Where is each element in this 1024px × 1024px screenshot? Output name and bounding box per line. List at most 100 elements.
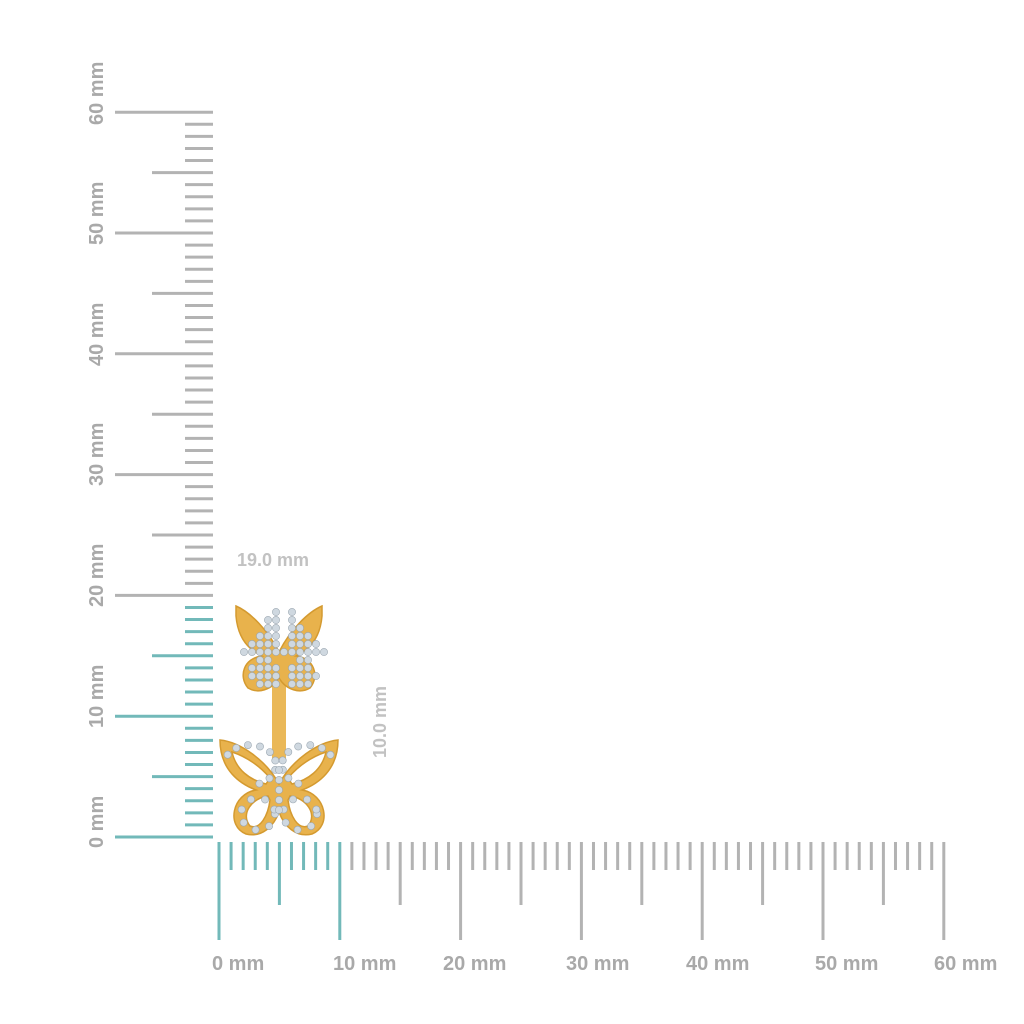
diamond-stone: [296, 632, 304, 640]
diamond-stone: [294, 779, 303, 788]
diamond-stone: [248, 664, 256, 672]
diamond-stone: [288, 672, 296, 680]
width-dimension-label: 10.0 mm: [370, 685, 390, 758]
diamond-stone: [312, 640, 320, 648]
diamond-stone: [304, 672, 312, 680]
diamond-stone: [265, 822, 273, 830]
diamond-stone: [256, 664, 264, 672]
diamond-stone: [284, 774, 293, 782]
vertical-label-0: 0 mm: [86, 795, 108, 848]
diamond-stone: [256, 742, 264, 751]
diamond-stone: [288, 616, 296, 624]
diamond-stone: [296, 624, 304, 632]
diamond-stone: [248, 672, 256, 680]
diamond-stone: [288, 624, 296, 632]
diamond-stone: [306, 741, 315, 749]
vertical-label-20: 20 mm: [86, 543, 108, 607]
diamond-stone: [272, 640, 280, 648]
diamond-stone: [293, 825, 302, 834]
diamond-stone: [275, 786, 283, 794]
diamond-stone: [272, 624, 280, 632]
diamond-stone: [304, 664, 312, 672]
diamond-stone: [304, 640, 312, 648]
horizontal-label-30: 30 mm: [566, 953, 630, 975]
horizontal-label-40: 40 mm: [686, 953, 750, 975]
diamond-stone: [289, 795, 297, 804]
diamond-stone: [232, 744, 241, 752]
diamond-stone: [264, 664, 272, 672]
diamond-stone: [304, 648, 312, 656]
diamond-stone: [271, 756, 280, 765]
diamond-stone: [264, 632, 272, 640]
diamond-stone: [281, 818, 290, 827]
diamond-stone: [272, 608, 280, 616]
diamond-stone: [280, 648, 288, 656]
vertical-label-50: 50 mm: [86, 181, 108, 245]
diamond-stone: [326, 750, 335, 759]
horizontal-label-10: 10 mm: [333, 953, 397, 975]
diamond-stone: [248, 640, 256, 648]
vertical-label-60: 60 mm: [86, 61, 108, 125]
diamond-stone: [272, 648, 280, 656]
diamond-stone: [272, 632, 280, 640]
diamond-stone: [239, 818, 248, 827]
diamond-stone: [240, 648, 248, 656]
diamond-stone: [294, 742, 303, 751]
diamond-stone: [307, 822, 315, 830]
horizontal-label-60: 60 mm: [934, 953, 998, 975]
horizontal-label-0: 0 mm: [212, 953, 265, 975]
vertical-label-10: 10 mm: [86, 664, 108, 728]
diamond-stone: [264, 624, 272, 632]
diamond-stone: [304, 632, 312, 640]
diamond-stone: [296, 664, 304, 672]
height-dimension-label: 19.0 mm: [237, 550, 310, 570]
diamond-stone: [312, 805, 321, 814]
diamond-stone: [256, 632, 264, 640]
diamond-stone: [288, 648, 296, 656]
diamond-stone: [288, 640, 296, 648]
diamond-stone: [288, 632, 296, 640]
diamond-stone: [256, 672, 264, 680]
diamond-stone: [256, 640, 264, 648]
diamond-stone: [264, 616, 272, 624]
diamond-stone: [288, 608, 296, 616]
diamond-stone: [304, 680, 312, 688]
diamond-stone: [296, 672, 304, 680]
diamond-stone: [265, 774, 274, 783]
diamond-stone: [251, 825, 260, 834]
diamond-stone: [304, 656, 312, 664]
diamond-stone: [272, 664, 280, 672]
diamond-stone: [312, 648, 320, 656]
diamond-stone: [264, 640, 272, 648]
diamond-stone: [288, 680, 296, 688]
diamond-stone: [296, 680, 304, 688]
horizontal-label-50: 50 mm: [815, 953, 879, 975]
vertical-label-40: 40 mm: [86, 302, 108, 366]
earring-post: [272, 680, 286, 760]
horizontal-label-20: 20 mm: [443, 953, 507, 975]
diamond-stone: [312, 672, 320, 680]
diamond-stone: [303, 795, 311, 804]
diamond-stone: [275, 796, 283, 804]
diamond-stone: [275, 806, 283, 814]
diamond-stone: [296, 648, 304, 656]
diamond-stone: [272, 672, 280, 680]
diamond-stone: [275, 766, 283, 774]
diamond-stone: [264, 680, 272, 688]
diamond-stone: [272, 616, 280, 624]
diamond-stone: [256, 680, 264, 688]
diamond-stone: [317, 744, 326, 752]
diamond-stone: [243, 741, 252, 749]
diamond-stone: [288, 664, 296, 672]
diamond-stone: [256, 656, 264, 664]
diamond-stone: [272, 680, 280, 688]
diamond-stone: [261, 795, 269, 804]
diamond-stone: [278, 756, 287, 765]
diamond-stone: [284, 748, 293, 756]
diamond-stone: [320, 648, 328, 656]
diamond-stone: [237, 805, 246, 814]
diamond-stone: [264, 648, 272, 656]
